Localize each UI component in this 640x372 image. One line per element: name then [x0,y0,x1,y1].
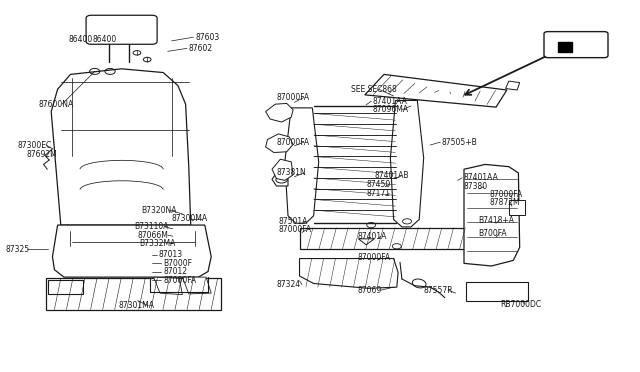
Polygon shape [266,134,293,153]
Text: 87000FA: 87000FA [278,225,312,234]
Text: 87324: 87324 [276,280,301,289]
Text: 87380: 87380 [464,182,488,191]
Text: B700FA: B700FA [479,229,508,238]
Text: B7332MA: B7332MA [140,239,176,248]
Text: B7000F: B7000F [163,259,192,268]
Polygon shape [46,278,221,310]
Text: 87000FA: 87000FA [276,138,310,147]
Text: SEE SEC868: SEE SEC868 [351,85,396,94]
Polygon shape [464,164,520,266]
Text: 87501A: 87501A [278,217,308,226]
Polygon shape [52,225,211,277]
Text: B73110A: B73110A [134,222,169,231]
Polygon shape [51,69,191,225]
Text: 87000FA: 87000FA [276,93,310,102]
Polygon shape [390,100,424,227]
Text: 87401AA: 87401AA [372,97,407,106]
Text: 87557R: 87557R [424,286,453,295]
Polygon shape [564,38,588,43]
Text: 87096MA: 87096MA [372,105,408,114]
FancyBboxPatch shape [544,32,608,58]
Text: 87603: 87603 [195,33,220,42]
Text: 87171: 87171 [366,189,390,198]
Text: 87000FA: 87000FA [163,276,196,285]
Bar [558,42,572,52]
Text: 87325: 87325 [5,245,29,254]
Polygon shape [272,173,288,186]
Text: RB7000DC: RB7000DC [500,300,541,309]
Text: B7320NA: B7320NA [141,206,176,215]
Text: 87300EC: 87300EC [18,141,52,150]
Text: 86400: 86400 [93,35,117,44]
Text: 87401A: 87401A [357,232,387,241]
Polygon shape [154,277,182,295]
Polygon shape [506,81,520,90]
Text: 87602: 87602 [189,44,213,53]
Text: 87069: 87069 [357,286,381,295]
Polygon shape [300,259,398,288]
Text: 87450: 87450 [366,180,390,189]
Text: 87505+B: 87505+B [442,138,477,147]
Polygon shape [272,159,293,180]
Polygon shape [509,200,525,215]
Polygon shape [285,108,319,223]
Polygon shape [300,228,467,249]
Polygon shape [266,103,293,122]
Text: 87000FA: 87000FA [490,190,523,199]
Text: 87013: 87013 [159,250,183,259]
Text: 87301MA: 87301MA [118,301,154,310]
Text: 87872M: 87872M [490,198,520,207]
Text: 87012: 87012 [163,267,187,276]
Text: 87300MA: 87300MA [172,214,207,223]
Text: 87066M: 87066M [138,231,168,240]
Text: 87401AA: 87401AA [464,173,499,182]
Text: 86400: 86400 [68,35,93,44]
FancyBboxPatch shape [86,15,157,44]
Text: 87401AB: 87401AB [374,171,409,180]
Polygon shape [365,74,507,107]
Text: 87600NA: 87600NA [38,100,74,109]
Text: B7418+A: B7418+A [479,216,515,225]
Polygon shape [182,277,211,294]
Text: 87692M: 87692M [27,150,58,159]
Polygon shape [48,280,83,294]
Polygon shape [466,282,528,301]
Text: 87000FA: 87000FA [357,253,390,262]
Polygon shape [358,239,374,245]
Text: 87381N: 87381N [276,169,306,177]
